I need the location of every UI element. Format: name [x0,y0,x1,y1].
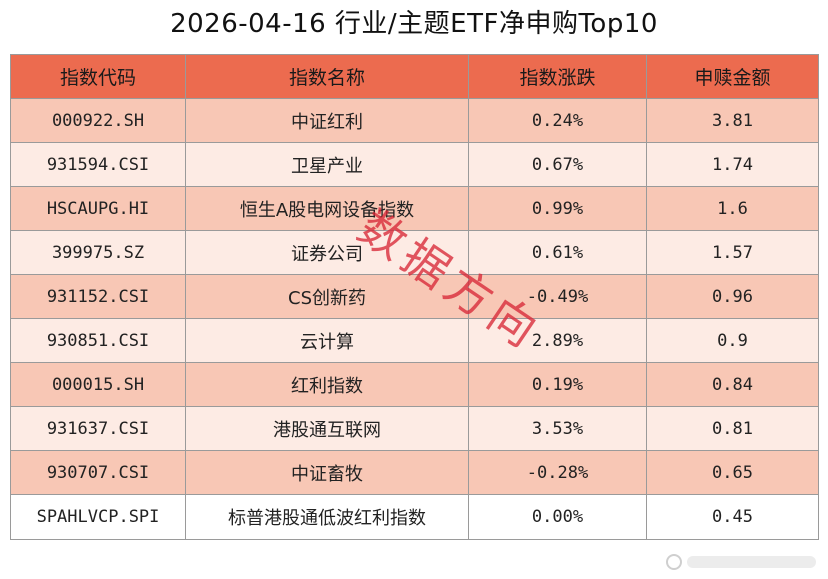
cell-net-amount: 0.9 [646,318,819,363]
cell-net-amount: 0.96 [646,274,819,319]
cell-index-code: 000015.SH [10,362,186,407]
table-row: 931594.CSI 卫星产业 0.67% 1.74 [10,142,819,187]
table-row: 931637.CSI 港股通互联网 3.53% 0.81 [10,406,819,451]
page-title: 2026-04-16 行业/主题ETF净申购Top10 [170,9,658,39]
table-row: 000015.SH 红利指数 0.19% 0.84 [10,362,819,407]
cell-index-code: 000922.SH [10,98,186,143]
cell-net-amount: 1.57 [646,230,819,275]
cell-index-change: 3.53% [468,406,647,451]
cell-index-code: 930851.CSI [10,318,186,363]
cell-index-code: 931152.CSI [10,274,186,319]
cell-index-code: HSCAUPG.HI [10,186,186,231]
header-index-name: 指数名称 [185,54,469,99]
cell-index-change: 2.89% [468,318,647,363]
logo-ring-icon [666,554,682,570]
table-header-row: 指数代码 指数名称 指数涨跌 申赎金额 [10,54,819,99]
cell-net-amount: 1.74 [646,142,819,187]
cell-index-change: 0.67% [468,142,647,187]
header-net-amount: 申赎金额 [646,54,819,99]
header-index-code: 指数代码 [10,54,186,99]
cell-index-name: 港股通互联网 [185,406,469,451]
cell-index-name: 恒生A股电网设备指数 [185,186,469,231]
cell-index-name: CS创新药 [185,274,469,319]
table-row: 399975.SZ 证券公司 0.61% 1.57 [10,230,819,275]
etf-subscription-table: 指数代码 指数名称 指数涨跌 申赎金额 000922.SH 中证红利 0.24%… [10,54,819,540]
cell-net-amount: 0.45 [646,494,819,540]
cell-net-amount: 0.81 [646,406,819,451]
cell-index-name: 中证畜牧 [185,450,469,495]
table-row: 931152.CSI CS创新药 -0.49% 0.96 [10,274,819,319]
source-watermark-logo [666,549,816,575]
cell-index-change: -0.28% [468,450,647,495]
table-row: 000922.SH 中证红利 0.24% 3.81 [10,98,819,143]
cell-index-change: 0.24% [468,98,647,143]
cell-index-change: -0.49% [468,274,647,319]
cell-net-amount: 3.81 [646,98,819,143]
cell-index-code: 930707.CSI [10,450,186,495]
cell-net-amount: 1.6 [646,186,819,231]
cell-index-code: 931637.CSI [10,406,186,451]
cell-index-code: 399975.SZ [10,230,186,275]
cell-index-name: 红利指数 [185,362,469,407]
table-row: SPAHLVCP.SPI 标普港股通低波红利指数 0.00% 0.45 [10,494,819,540]
cell-index-name: 证券公司 [185,230,469,275]
cell-index-code: SPAHLVCP.SPI [10,494,186,540]
cell-index-change: 0.19% [468,362,647,407]
cell-index-change: 0.99% [468,186,647,231]
cell-index-name: 卫星产业 [185,142,469,187]
cell-net-amount: 0.84 [646,362,819,407]
cell-index-code: 931594.CSI [10,142,186,187]
table-row: 930851.CSI 云计算 2.89% 0.9 [10,318,819,363]
cell-index-name: 云计算 [185,318,469,363]
logo-bar-shape [687,556,816,568]
cell-net-amount: 0.65 [646,450,819,495]
header-index-change: 指数涨跌 [468,54,647,99]
cell-index-change: 0.00% [468,494,647,540]
table-row: 930707.CSI 中证畜牧 -0.28% 0.65 [10,450,819,495]
cell-index-name: 标普港股通低波红利指数 [185,494,469,540]
table-row: HSCAUPG.HI 恒生A股电网设备指数 0.99% 1.6 [10,186,819,231]
cell-index-change: 0.61% [468,230,647,275]
cell-index-name: 中证红利 [185,98,469,143]
